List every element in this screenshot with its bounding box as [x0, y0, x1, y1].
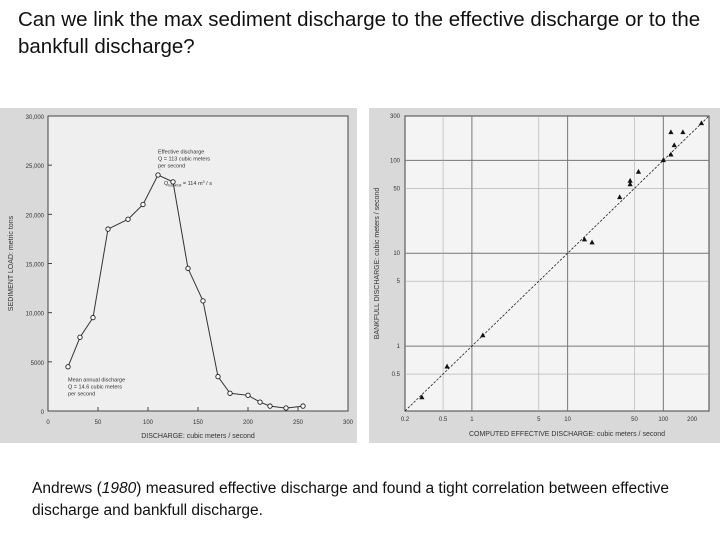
data-point: [480, 332, 486, 338]
annotation-bankfull-part: bankfull: [168, 183, 181, 187]
annotation-mean-line: Mean annual discharge: [68, 378, 125, 384]
data-point: [65, 364, 71, 370]
x-tick-label: 50: [95, 420, 102, 426]
data-point: [185, 265, 191, 272]
x-tick-label: 250: [293, 420, 304, 426]
data-point: [635, 168, 642, 174]
data-point: [617, 194, 623, 200]
x-axis-label: DISCHARGE: cubic meters / second: [141, 433, 255, 440]
annotation-bankfull-part: / s: [205, 181, 213, 187]
x-tick-label: 50: [631, 417, 638, 423]
data-point: [245, 392, 251, 398]
data-point: [283, 405, 289, 411]
sediment-load-chart: 0 5000 10,000 15,000 20,000 25,000 30,000 0 50 10…: [0, 108, 357, 443]
annotation-effective-line: Effective discharge: [158, 149, 204, 155]
x-tick-label: 0.5: [439, 417, 448, 423]
x-axis-label: COMPUTED EFFECTIVE DISCHARGE: cubic mete…: [469, 431, 665, 438]
data-point: [698, 120, 705, 126]
y-axis-label: SEDIMENT LOAD: metric tons: [8, 215, 15, 311]
caption-before: Andrews (: [32, 480, 102, 497]
data-point: [267, 403, 273, 409]
fit-line: [404, 115, 710, 412]
y-tick-label: 30,000: [26, 115, 45, 121]
y-tick-label: 5: [397, 279, 401, 285]
annotation-bankfull-part: 3: [203, 180, 205, 184]
data-point: [125, 216, 131, 222]
x-tick-label: 0.2: [401, 417, 410, 423]
y-tick-label: 0.5: [392, 372, 401, 378]
annotation-bankfull: Qbankfull = 114 m3 / s: [164, 180, 212, 188]
data-point: [668, 129, 674, 135]
x-tick-label: 0: [46, 420, 50, 426]
bankfull-vs-effective-chart: 0.2 0.5 1 5 10 50 100 200 0.5 1 5 10 50 100 300 COMPUTE…: [369, 108, 720, 443]
y-tick-label: 5000: [31, 361, 45, 367]
y-tick-label: 300: [390, 114, 401, 120]
annotation-effective-line: Q = 113 cubic meters: [158, 156, 210, 162]
slide-title: Can we link the max sediment discharge t…: [18, 8, 701, 58]
annotation-effective-line: per second: [158, 163, 185, 169]
x-tick-label: 100: [658, 417, 669, 423]
y-tick-label: 10,000: [26, 312, 45, 318]
y-tick-label: 0: [41, 410, 45, 416]
data-point: [155, 172, 161, 178]
x-tick-label: 300: [343, 420, 354, 426]
x-tick-label: 150: [193, 420, 204, 426]
y-tick-label: 20,000: [26, 213, 45, 219]
data-point: [660, 157, 666, 163]
data-point: [627, 177, 633, 183]
x-tick-label: 100: [143, 420, 154, 426]
x-tick-label: 10: [564, 417, 571, 423]
data-point: [444, 363, 450, 369]
y-tick-label: 25,000: [26, 164, 45, 170]
data-point: [589, 239, 595, 245]
data-point: [215, 373, 221, 380]
data-point: [77, 334, 83, 340]
data-point: [668, 151, 674, 157]
data-point: [90, 314, 96, 321]
bankfull-scatter-plot: 0.2 0.5 1 5 10 50 100 200 0.5 1 5 10 50 100 300 COMPUTE…: [374, 114, 710, 438]
annotation-mean-line: per second: [68, 392, 95, 398]
data-point: [257, 399, 263, 405]
data-point: [300, 403, 306, 409]
annotation-mean-line: Q = 14.6 cubic meters: [68, 385, 122, 391]
y-axis-label: BANKFULL DISCHARGE: cubic meters / secon…: [374, 188, 381, 340]
plot-frame: [47, 115, 349, 412]
data-point: [200, 298, 206, 304]
x-tick-label: 1: [470, 417, 474, 423]
data-point: [105, 226, 111, 232]
annotation-bankfull-part: = 114 m: [181, 181, 203, 187]
sediment-load-plot: 0 5000 10,000 15,000 20,000 25,000 30,000 0 50 10…: [8, 115, 354, 440]
y-tick-label: 10: [393, 251, 400, 257]
data-point: [140, 201, 146, 208]
data-point: [671, 142, 677, 148]
slide-caption: Andrews (1980) measured effective discha…: [32, 478, 712, 522]
data-point: [581, 236, 588, 242]
y-tick-label: 50: [393, 186, 400, 192]
data-point: [419, 394, 425, 400]
caption-year: 1980: [101, 480, 137, 497]
caption-after: ) measured effective discharge and found…: [32, 480, 670, 519]
annotation-bankfull-part: Q: [164, 181, 169, 187]
data-point: [227, 390, 233, 396]
data-point: [627, 181, 633, 187]
x-tick-label: 200: [687, 417, 698, 423]
data-point: [170, 179, 176, 185]
y-tick-label: 15,000: [26, 263, 45, 269]
x-tick-label: 200: [243, 420, 254, 426]
y-tick-label: 1: [397, 344, 401, 350]
y-tick-label: 100: [390, 158, 401, 164]
data-point: [680, 129, 686, 135]
x-tick-label: 5: [537, 417, 541, 423]
